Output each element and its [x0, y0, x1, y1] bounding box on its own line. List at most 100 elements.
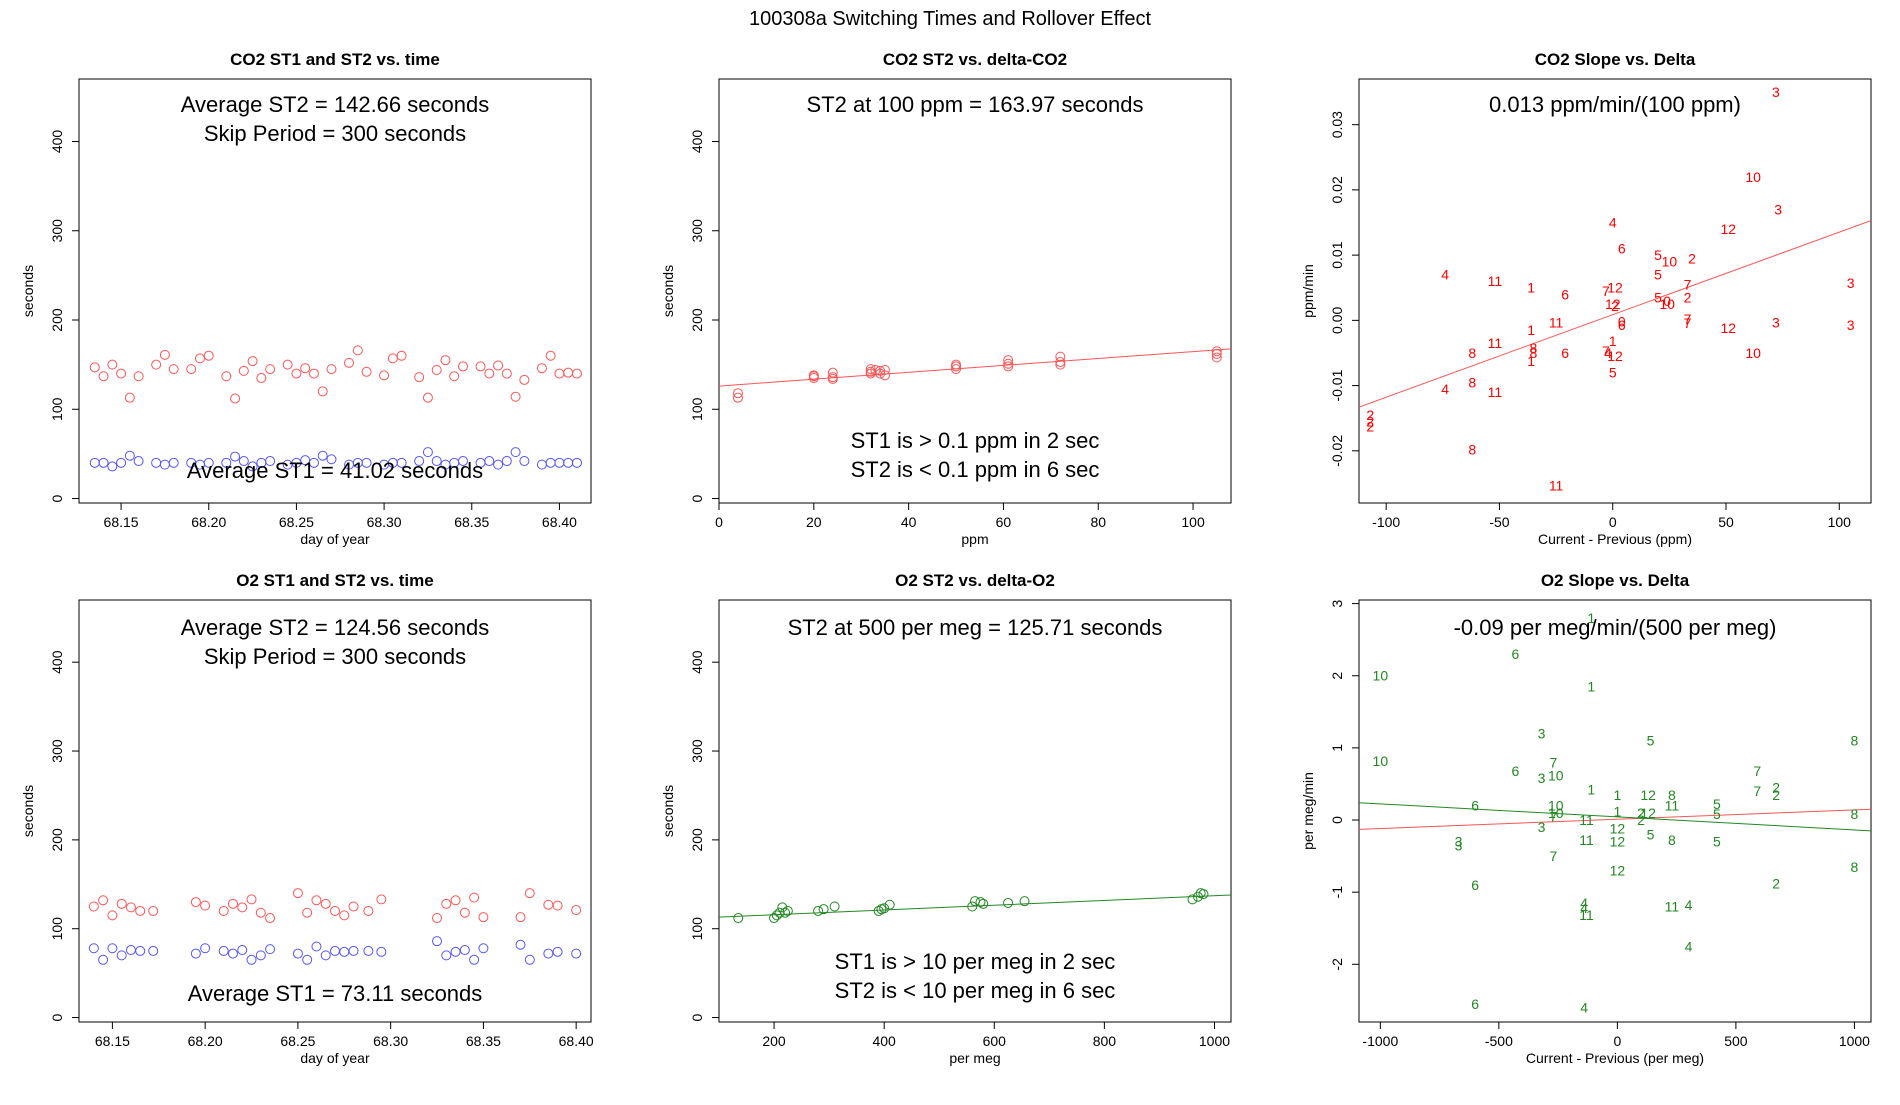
data-point: [387, 353, 398, 364]
y-tick-label: 400: [689, 130, 705, 154]
data-point: [554, 457, 565, 468]
data-point-label: 10: [1659, 296, 1675, 312]
chart-panel-4: O2 ST1 and ST2 vs. time 68.15 68.20 68.25 68…: [20, 571, 594, 1066]
y-tick-label: 100: [49, 917, 65, 941]
data-point: [159, 349, 170, 360]
data-point: [326, 364, 337, 375]
data-point-label: 1: [1587, 610, 1595, 626]
y-tick-label: 100: [689, 917, 705, 941]
data-point: [414, 372, 425, 383]
y-tick-label: 0.03: [1329, 111, 1345, 138]
data-point-label: 2: [1366, 407, 1374, 423]
data-point: [107, 910, 118, 921]
data-point-label: 4: [1580, 1000, 1588, 1016]
data-point: [879, 370, 890, 381]
data-point: [88, 901, 99, 912]
x-tick-label: 500: [1724, 1033, 1748, 1049]
chart-panel-1: CO2 ST1 and ST2 vs. time 68.15 68.20 68.25 6…: [20, 50, 592, 547]
data-point: [376, 894, 387, 905]
data-point: [536, 363, 547, 374]
data-point-label: 12: [1605, 296, 1621, 312]
data-point-label: 2: [1684, 290, 1692, 306]
data-point: [1003, 897, 1014, 908]
plot-frame: [78, 78, 592, 504]
data-point-label: 5: [1654, 267, 1662, 283]
data-point: [459, 945, 470, 956]
data-point: [1211, 352, 1222, 363]
x-axis-label: Current - Previous (ppm): [1538, 531, 1692, 547]
data-point: [344, 357, 355, 368]
data-point: [493, 360, 504, 371]
data-point: [107, 359, 118, 370]
x-axis-label: per meg: [949, 1050, 1000, 1066]
data-point: [865, 366, 876, 377]
chart-annotation: -0.09 per meg/min/(500 per meg): [1454, 615, 1777, 640]
chart-title: CO2 Slope vs. Delta: [1535, 50, 1696, 69]
data-point-label: 1: [1527, 280, 1535, 296]
data-point: [975, 897, 986, 908]
data-point-label: 7: [1549, 848, 1557, 864]
data-point: [326, 454, 337, 465]
data-point: [246, 894, 257, 905]
y-tick-label: 400: [49, 130, 65, 154]
data-point-label: 2: [1772, 787, 1780, 803]
data-point-label: 8: [1530, 340, 1538, 356]
data-point: [431, 364, 442, 375]
data-point-label: 11: [1549, 477, 1564, 493]
y-tick-label: 3: [1329, 600, 1345, 608]
chart-title: CO2 ST2 vs. delta-CO2: [883, 50, 1067, 69]
plot-frame: [1358, 78, 1872, 504]
data-point: [203, 457, 214, 468]
y-tick-label: 1: [1329, 744, 1345, 752]
data-point: [501, 368, 512, 379]
x-tick-label: 1000: [1199, 1033, 1230, 1049]
data-point-label: 2: [1688, 250, 1696, 266]
data-point: [1003, 355, 1014, 366]
data-point-label: 11: [1579, 907, 1594, 923]
fit-line: [719, 348, 1231, 387]
plot-area: [719, 346, 1231, 403]
data-point-label: 6: [1512, 763, 1520, 779]
data-point: [552, 900, 563, 911]
data-point: [431, 456, 442, 467]
data-point-label: 11: [1488, 273, 1503, 289]
data-point-label: 3: [1538, 819, 1546, 835]
x-tick-label: 0: [715, 514, 723, 530]
x-tick-label: 68.15: [104, 514, 139, 530]
data-point: [469, 954, 480, 965]
y-tick-label: 100: [49, 397, 65, 421]
data-point-label: 3: [1772, 84, 1780, 100]
data-point: [330, 905, 340, 916]
data-point: [361, 457, 372, 468]
data-point: [292, 888, 303, 899]
data-point-label: 6: [1471, 996, 1479, 1012]
data-point-label: 11: [1488, 335, 1503, 351]
data-point-label: 4: [1441, 267, 1449, 283]
data-point: [89, 457, 100, 468]
y-tick-label: -0.02: [1329, 435, 1345, 467]
x-tick-label: -100: [1372, 514, 1400, 530]
data-point-label: 1: [1613, 787, 1621, 803]
chart-title: O2 ST2 vs. delta-O2: [895, 571, 1055, 590]
data-point: [265, 944, 276, 955]
page-title: 100308a Switching Times and Rollover Eff…: [749, 8, 1152, 30]
data-point-label: 7: [1684, 276, 1692, 292]
data-point: [265, 913, 276, 924]
data-point-label: 6: [1618, 241, 1626, 257]
data-point: [458, 361, 468, 372]
data-point: [450, 946, 461, 957]
data-point: [441, 950, 452, 961]
data-point: [879, 903, 890, 914]
data-point-label: 12: [1607, 348, 1623, 364]
data-point: [432, 913, 443, 924]
data-point: [484, 456, 495, 467]
data-point: [951, 364, 962, 375]
data-point: [135, 905, 146, 916]
y-axis-label: seconds: [660, 265, 676, 317]
y-tick-label: 400: [49, 650, 65, 674]
data-point: [230, 451, 241, 462]
